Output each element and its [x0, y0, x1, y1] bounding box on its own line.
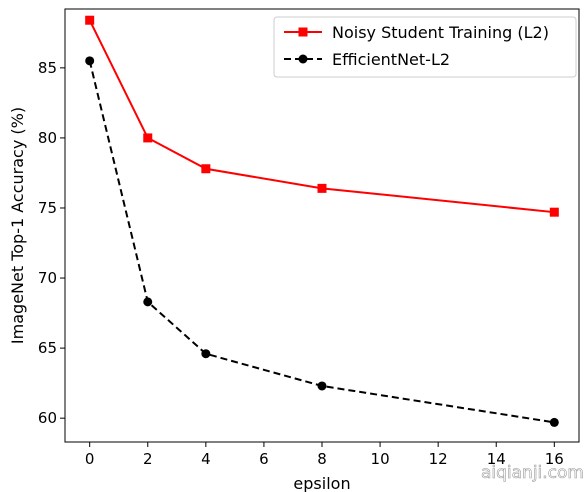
x-tick-label: 2 [143, 450, 153, 468]
legend-item: Noisy Student Training (L2) [284, 23, 549, 42]
y-tick-label: 85 [38, 59, 57, 77]
data-point [201, 349, 211, 359]
legend-label: Noisy Student Training (L2) [332, 23, 549, 42]
data-point [549, 207, 559, 217]
data-point [549, 417, 559, 427]
y-axis-title: ImageNet Top-1 Accuracy (%) [8, 107, 27, 344]
x-tick-label: 0 [85, 450, 95, 468]
legend: Noisy Student Training (L2) EfficientNet-… [273, 16, 577, 78]
data-point [201, 164, 211, 174]
legend-item: EfficientNet-L2 [284, 50, 450, 69]
data-point [143, 133, 153, 143]
series-2 [85, 56, 559, 427]
legend-box [273, 16, 577, 78]
plot-marks [85, 15, 559, 427]
x-axis: 0 2 4 6 8 10 12 14 16 [85, 442, 564, 468]
watermark: aiqianji.com [481, 463, 584, 483]
y-tick-label: 60 [38, 409, 57, 427]
x-axis-title: epsilon [293, 474, 350, 492]
legend-marker [298, 54, 308, 64]
data-point [317, 183, 327, 193]
x-tick-label: 8 [317, 450, 327, 468]
data-point [317, 381, 327, 391]
legend-marker [298, 27, 308, 37]
data-point [143, 297, 153, 307]
y-tick-label: 70 [38, 269, 57, 287]
series-line [88, 60, 555, 424]
data-point [85, 15, 95, 25]
y-axis: 60 65 70 75 80 85 [38, 59, 65, 427]
y-tick-label: 65 [38, 339, 57, 357]
x-tick-label: 6 [259, 450, 269, 468]
y-tick-label: 75 [38, 199, 57, 217]
x-tick-label: 14 [487, 450, 506, 468]
series-1 [85, 15, 559, 217]
x-tick-label: 12 [429, 450, 448, 468]
x-tick-label: 16 [545, 450, 564, 468]
y-tick-label: 80 [38, 129, 57, 147]
x-tick-label: 10 [371, 450, 390, 468]
x-tick-label: 4 [201, 450, 211, 468]
legend-label: EfficientNet-L2 [332, 50, 450, 69]
data-point [85, 56, 95, 66]
